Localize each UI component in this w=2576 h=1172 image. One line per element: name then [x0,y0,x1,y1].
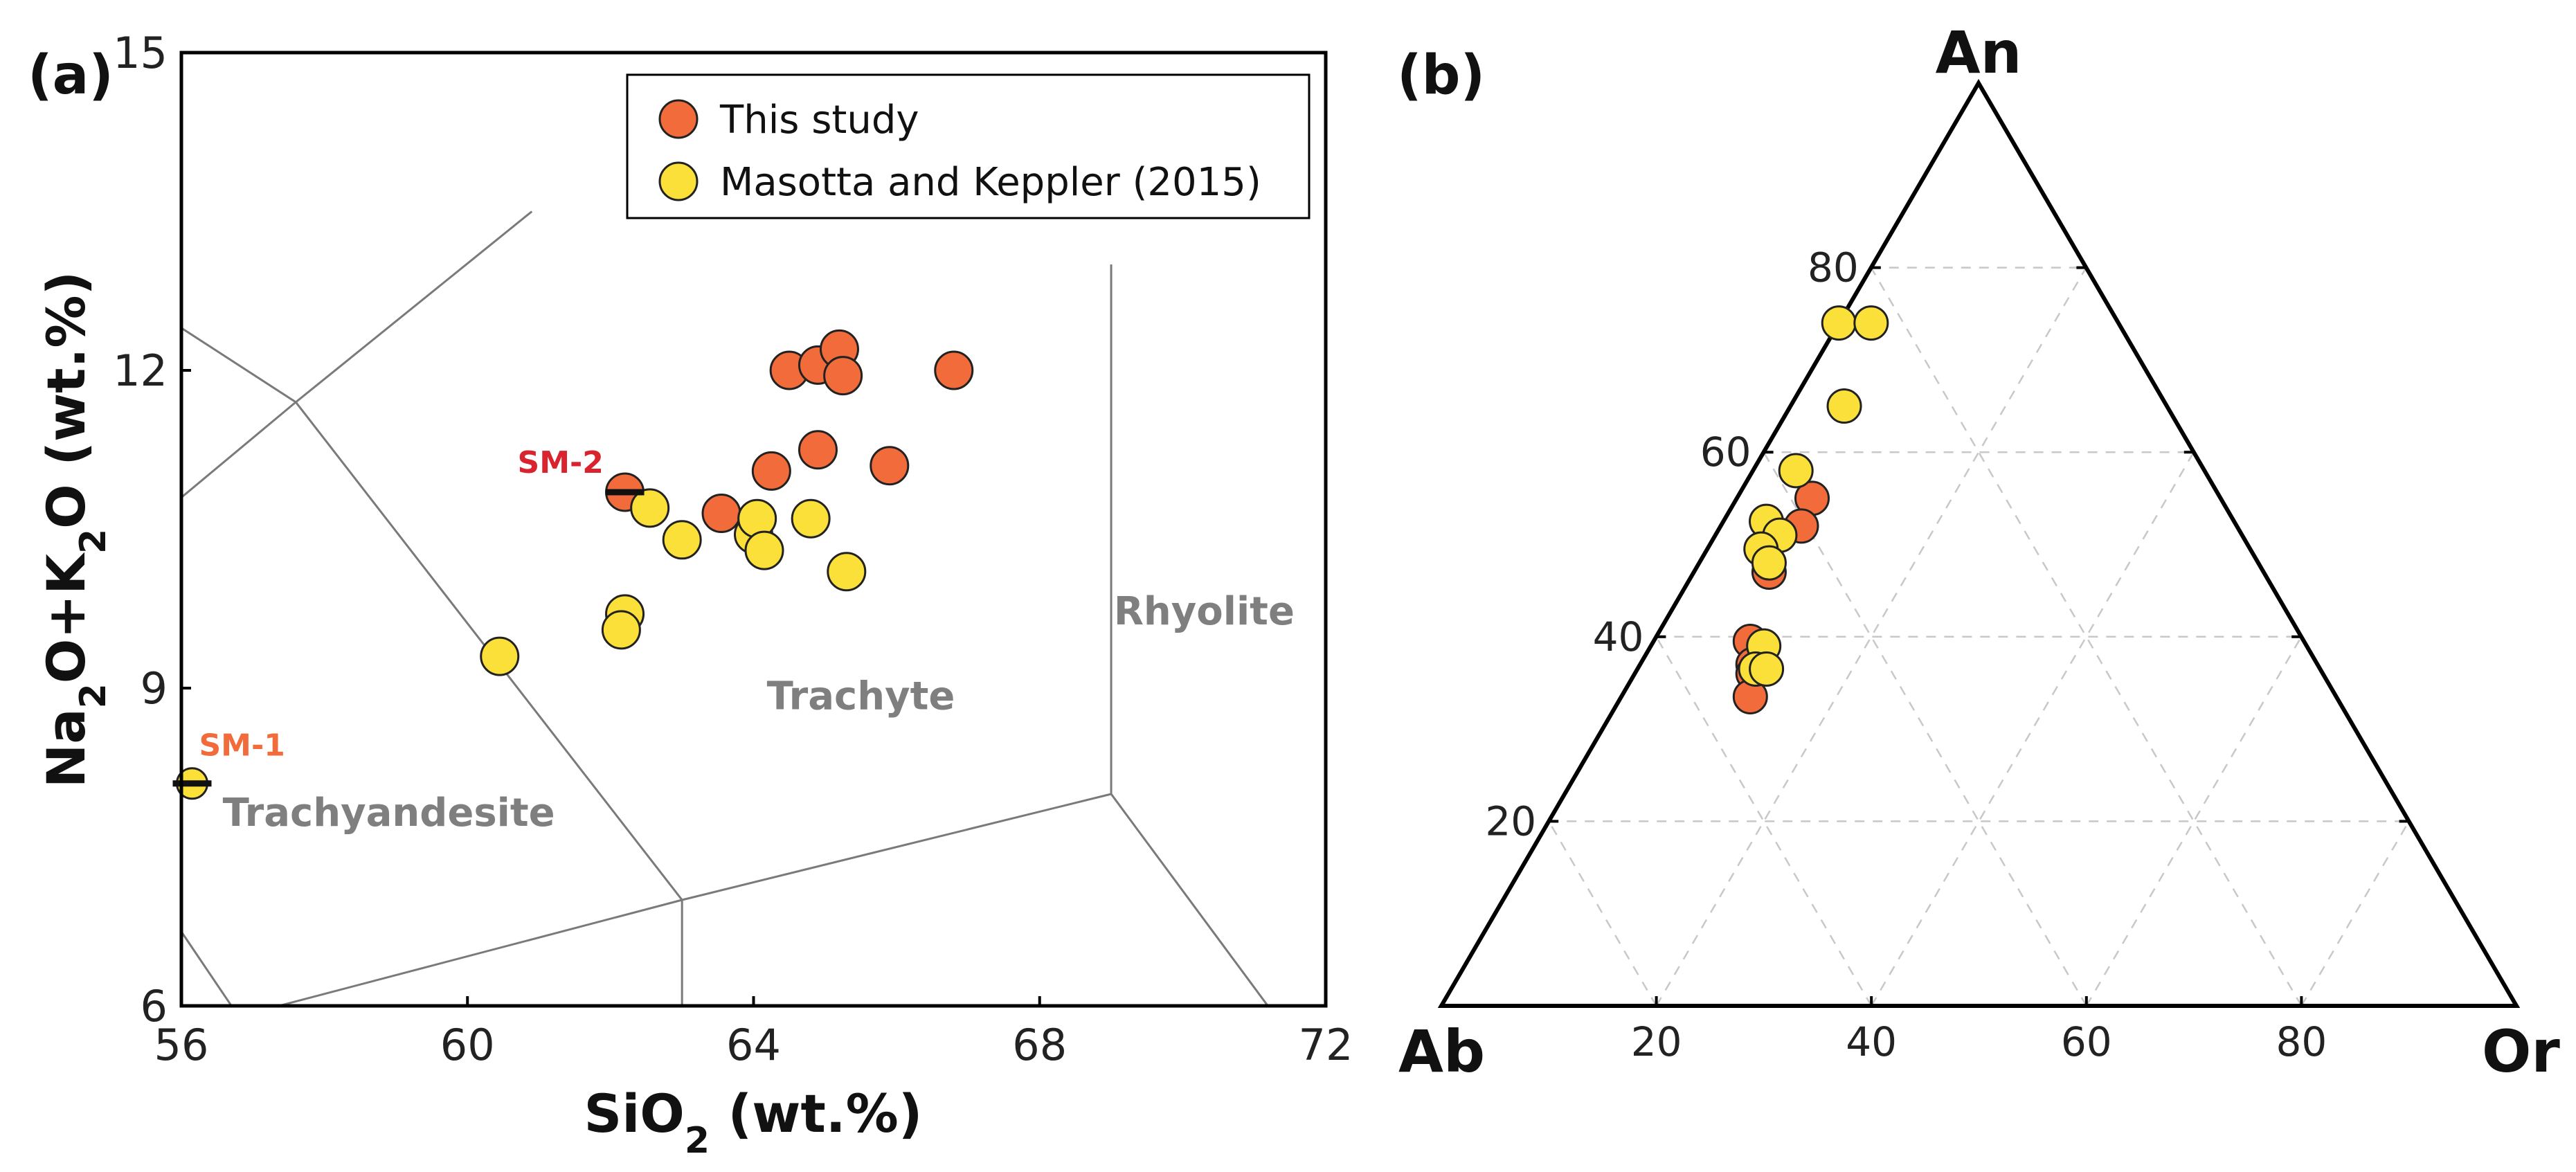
ternary-grid [1548,267,2410,1007]
panel-b-label: (b) [1397,44,1485,107]
x-tick-label: 72 [1299,1020,1353,1070]
point-masotta [601,610,641,650]
y-axis-ticks: 6 9 12 15 [113,28,191,1031]
y-tick-label: 6 [141,981,168,1031]
x-tick-label: 60 [440,1020,495,1070]
ternary-ticks: 20 40 60 80 20 40 60 80 [1485,244,2409,1065]
sample-label: SM-2 [518,445,604,480]
point-this-study [823,356,863,396]
grid-line-or [2300,820,2410,1007]
or-tick-label: 60 [2061,1018,2112,1065]
tas-boundary-line [274,793,1270,1006]
y-tick-label: 15 [113,28,168,78]
legend-label-this-study: This study [719,98,919,143]
tas-region-labels: Trachyandesite Trachyte Rhyolite [223,589,1295,836]
point-masotta [480,636,520,676]
y-axis-title: Na2O+K2O (wt.%) [35,271,114,788]
y-tick-label: 9 [141,663,168,714]
point-masotta [662,520,702,560]
tas-boundary-line [181,210,533,404]
panel-a-label: (a) [28,44,114,107]
ternary-point-masotta [1778,453,1814,489]
legend: This study Masotta and Keppler (2015) [626,73,1310,219]
ternary-point-masotta [1751,545,1787,581]
x-tick-label: 64 [726,1020,781,1070]
grid-line-or [1871,451,2195,1007]
tas-boundary-line [181,931,233,1006]
tas-boundary-line [181,401,297,498]
ternary-point-masotta [1826,388,1862,424]
point-masotta [791,498,831,539]
region-label: Trachyte [767,674,955,719]
point-this-study [798,430,838,470]
or-tick-label: 80 [2276,1018,2327,1065]
legend-box [626,73,1310,219]
x-tick-label: 68 [1012,1020,1067,1070]
or-tick-label: 40 [1846,1018,1897,1065]
an-tick-label: 60 [1700,429,1751,476]
an-tick-label: 80 [1808,244,1859,291]
ternary-frame [1437,79,2521,1008]
point-this-study [751,451,791,491]
y-tick-label: 12 [113,345,168,396]
x-tick-label: 56 [154,1020,209,1070]
legend-label-masotta: Masotta and Keppler (2015) [720,160,1261,205]
ternary-point-masotta [1853,305,1889,341]
x-axis-title: SiO2 (wt.%) [584,1083,922,1162]
panel-a-sample-labels: SM-1 SM-2 [172,445,645,800]
x-axis-ticks: 56 60 64 68 72 [154,996,1353,1070]
point-this-study [870,446,910,486]
point-masotta [630,488,670,528]
point-this-study [701,494,741,534]
point-masotta [827,552,867,592]
point-masotta [744,530,784,570]
panel-b-data-points [1732,305,1889,714]
point-this-study [934,350,974,390]
or-tick-label: 20 [1631,1018,1682,1065]
ternary-point-masotta [1749,651,1785,687]
vertex-label-an: An [1936,19,2022,87]
region-label: Trachyandesite [223,791,555,836]
panel-b-ternary-diagram: (b) 20 40 60 80 20 40 60 80 An Ab Or [1397,19,2560,1085]
tas-boundaries [181,210,1270,1006]
region-label: Rhyolite [1114,589,1295,634]
vertex-label-or: Or [2482,1018,2560,1085]
an-tick-label: 20 [1485,797,1536,845]
sample-label: SM-1 [199,728,285,764]
vertex-label-ab: Ab [1398,1018,1485,1085]
grid-line-ab [1548,820,1657,1007]
legend-marker-masotta [658,161,699,201]
panel-a-data-points [480,329,974,676]
legend-marker-this-study [658,99,699,139]
ternary-point-masotta [1821,305,1857,341]
an-tick-label: 40 [1593,613,1644,660]
